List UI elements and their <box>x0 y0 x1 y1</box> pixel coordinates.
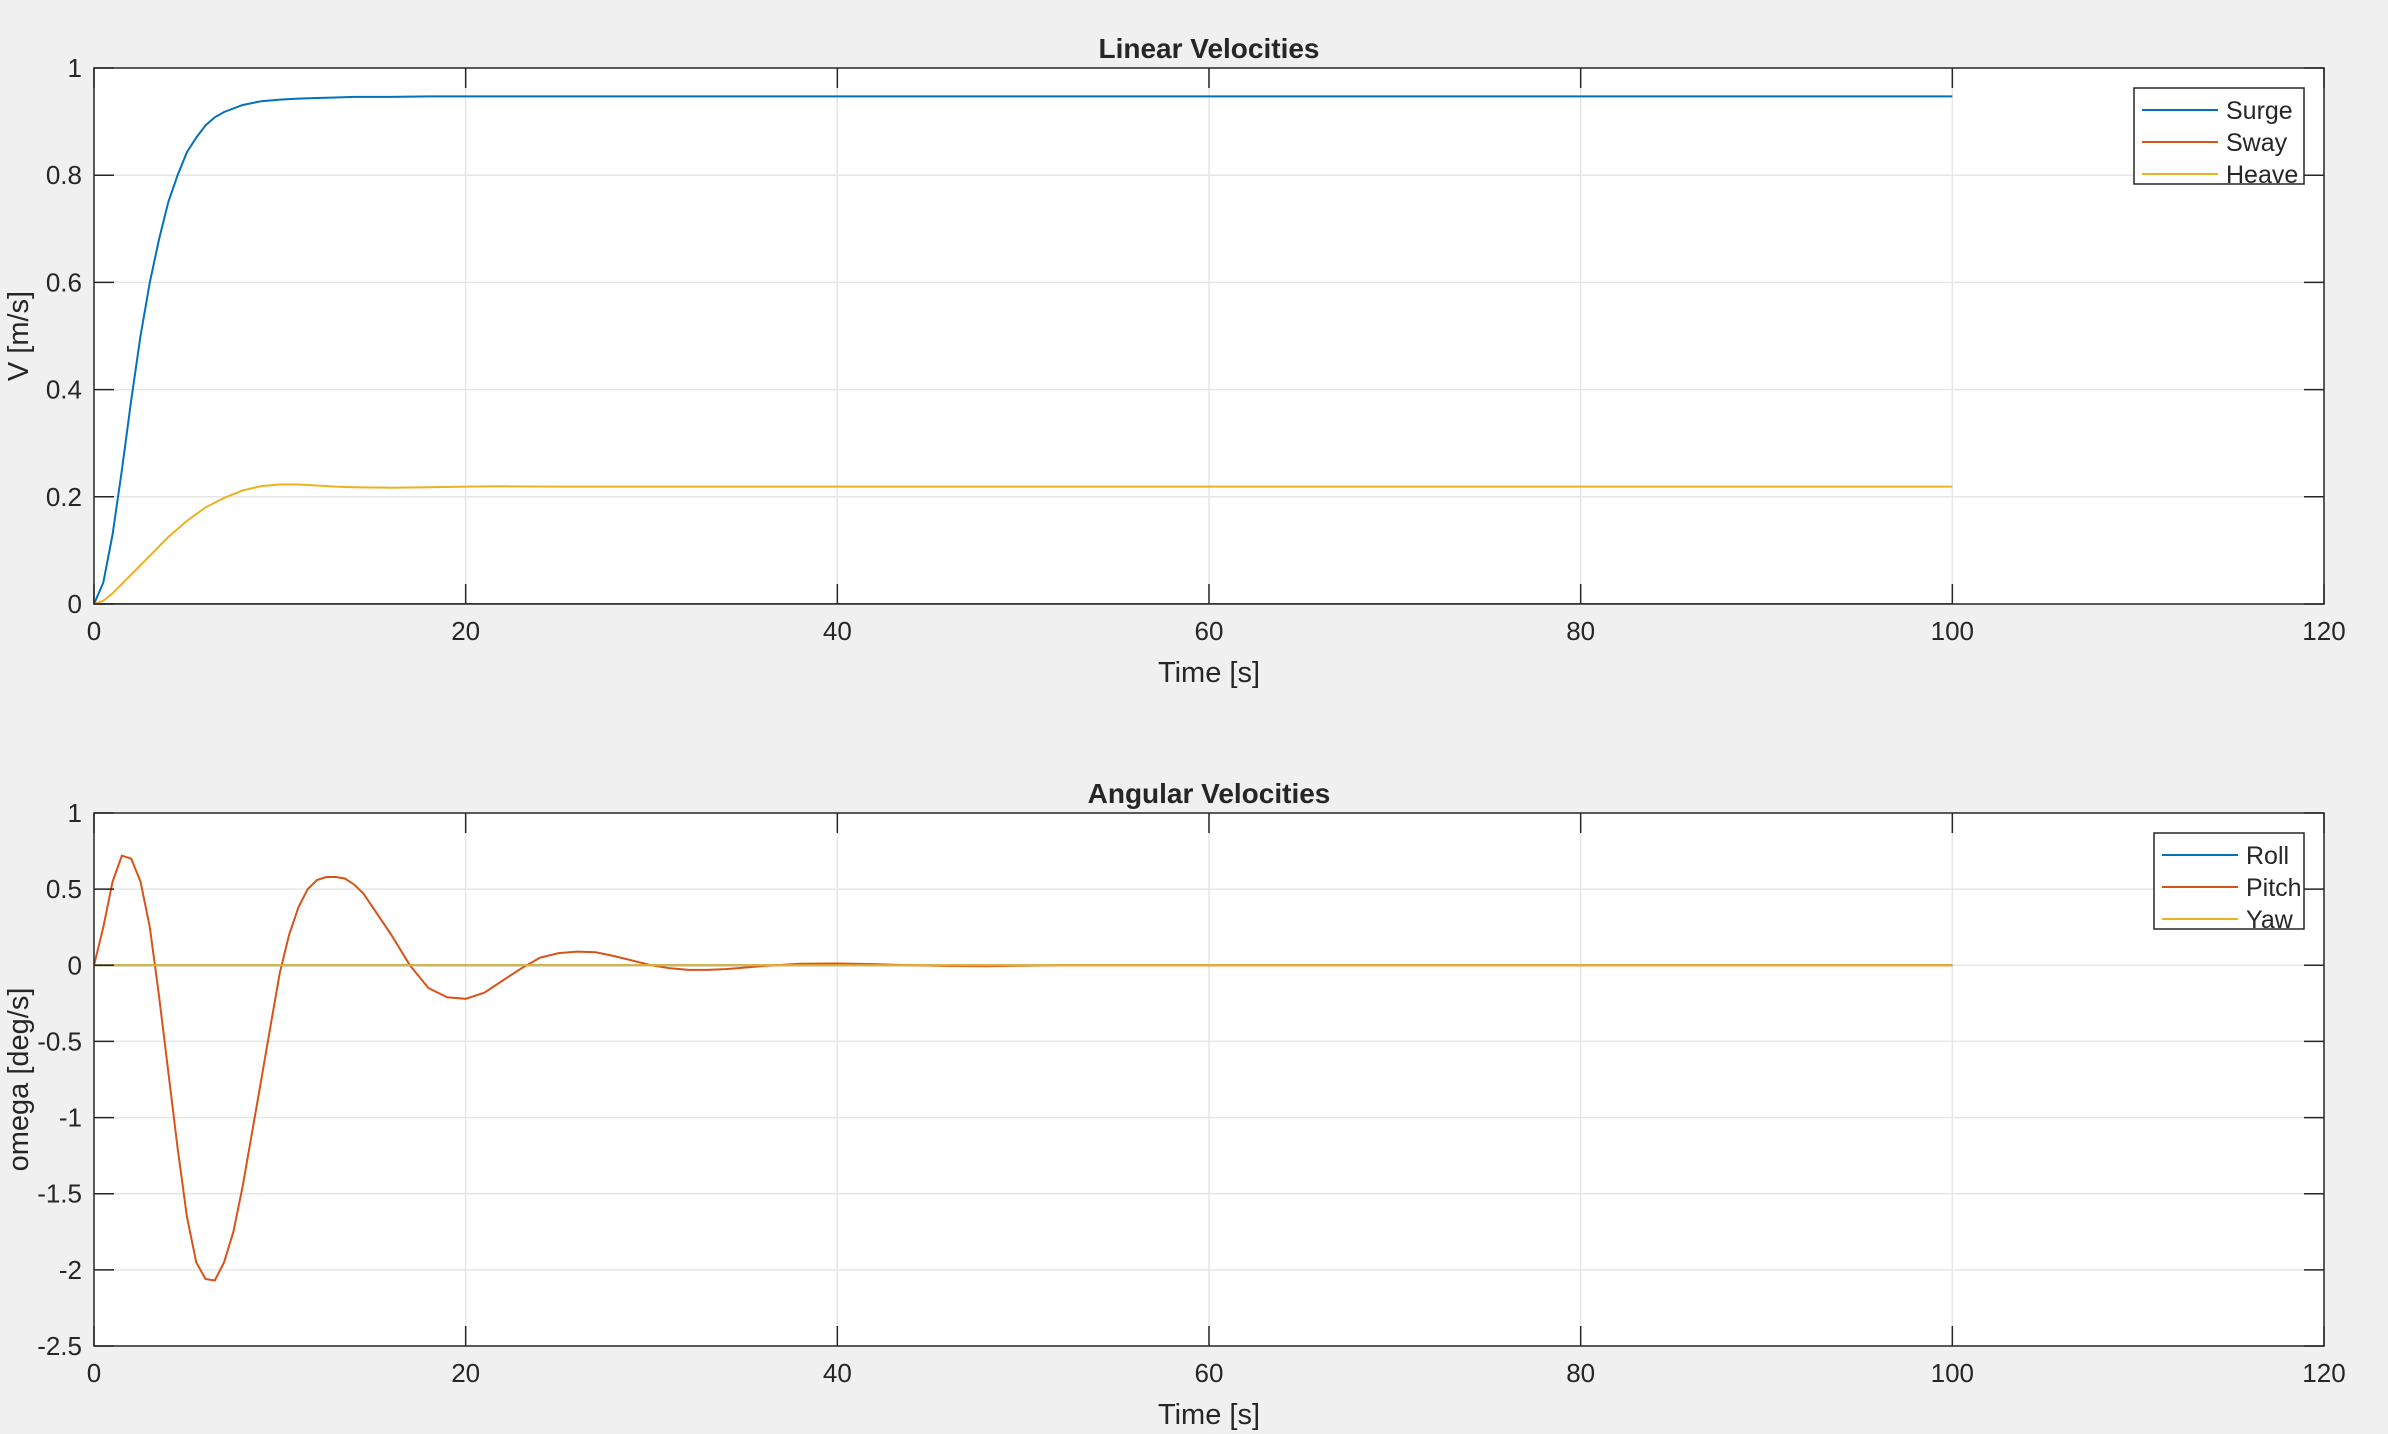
y-tick-label: -2.5 <box>37 1331 82 1361</box>
series-line-heave <box>94 483 1953 604</box>
y-axis-label: V [m/s] <box>3 291 35 381</box>
y-tick-label: 0.6 <box>46 267 82 297</box>
y-tick-label: 0 <box>68 589 82 619</box>
chart-0: 0 20 40 60 80 100 120 0 0.2 0.4 0.6 0.8 1 Linear Velo… <box>3 33 2346 689</box>
x-tick-label: 80 <box>1566 1358 1595 1388</box>
x-tick-label: 60 <box>1195 616 1224 646</box>
legend-label-surge: Surge <box>2226 97 2293 125</box>
chart-1: 0 20 40 60 80 100 120 -2.5 -2 -1.5 -1 -0.5 0 0.5 1 Angu… <box>3 778 2346 1431</box>
y-tick-label: 1 <box>68 798 82 828</box>
y-axis-label: omega [deg/s] <box>3 988 35 1172</box>
x-tick-label: 100 <box>1931 616 1974 646</box>
x-tick-label: 80 <box>1566 616 1595 646</box>
y-tick-label: -1.5 <box>37 1179 82 1209</box>
legend-box <box>2153 832 2305 930</box>
x-tick-label: 20 <box>451 616 480 646</box>
legend-label-pitch: Pitch <box>2246 874 2302 902</box>
legend-label-roll: Roll <box>2246 842 2289 870</box>
y-tick-label: -1 <box>59 1103 82 1133</box>
y-tick-label: 1 <box>68 53 82 83</box>
series-line-surge <box>94 95 1953 604</box>
y-tick-label: 0.5 <box>46 874 82 904</box>
x-tick-label: 0 <box>87 1358 101 1388</box>
x-tick-label: 60 <box>1195 1358 1224 1388</box>
x-axis-label: Time [s] <box>1158 1399 1260 1431</box>
x-tick-label: 40 <box>823 1358 852 1388</box>
x-axis-label: Time [s] <box>1158 657 1260 689</box>
y-tick-label: 0.2 <box>46 482 82 512</box>
chart-title: Linear Velocities <box>1099 33 1320 64</box>
legend-box <box>2133 87 2305 185</box>
x-tick-label: 20 <box>451 1358 480 1388</box>
y-tick-label: -0.5 <box>37 1026 82 1056</box>
x-tick-label: 100 <box>1931 1358 1974 1388</box>
x-tick-label: 120 <box>2302 616 2345 646</box>
y-tick-label: 0 <box>68 950 82 980</box>
legend: Surge Sway Heave <box>2133 87 2305 189</box>
x-tick-label: 120 <box>2302 1358 2345 1388</box>
legend: Roll Pitch Yaw <box>2153 832 2305 934</box>
y-tick-label: 0.4 <box>46 375 82 405</box>
legend-label-sway: Sway <box>2226 129 2288 157</box>
chart-title: Angular Velocities <box>1088 778 1331 809</box>
legend-label-heave: Heave <box>2226 161 2298 189</box>
y-tick-label: 0.8 <box>46 160 82 190</box>
x-tick-label: 40 <box>823 616 852 646</box>
y-tick-label: -2 <box>59 1255 82 1285</box>
x-tick-label: 0 <box>87 616 101 646</box>
legend-label-yaw: Yaw <box>2246 906 2294 934</box>
